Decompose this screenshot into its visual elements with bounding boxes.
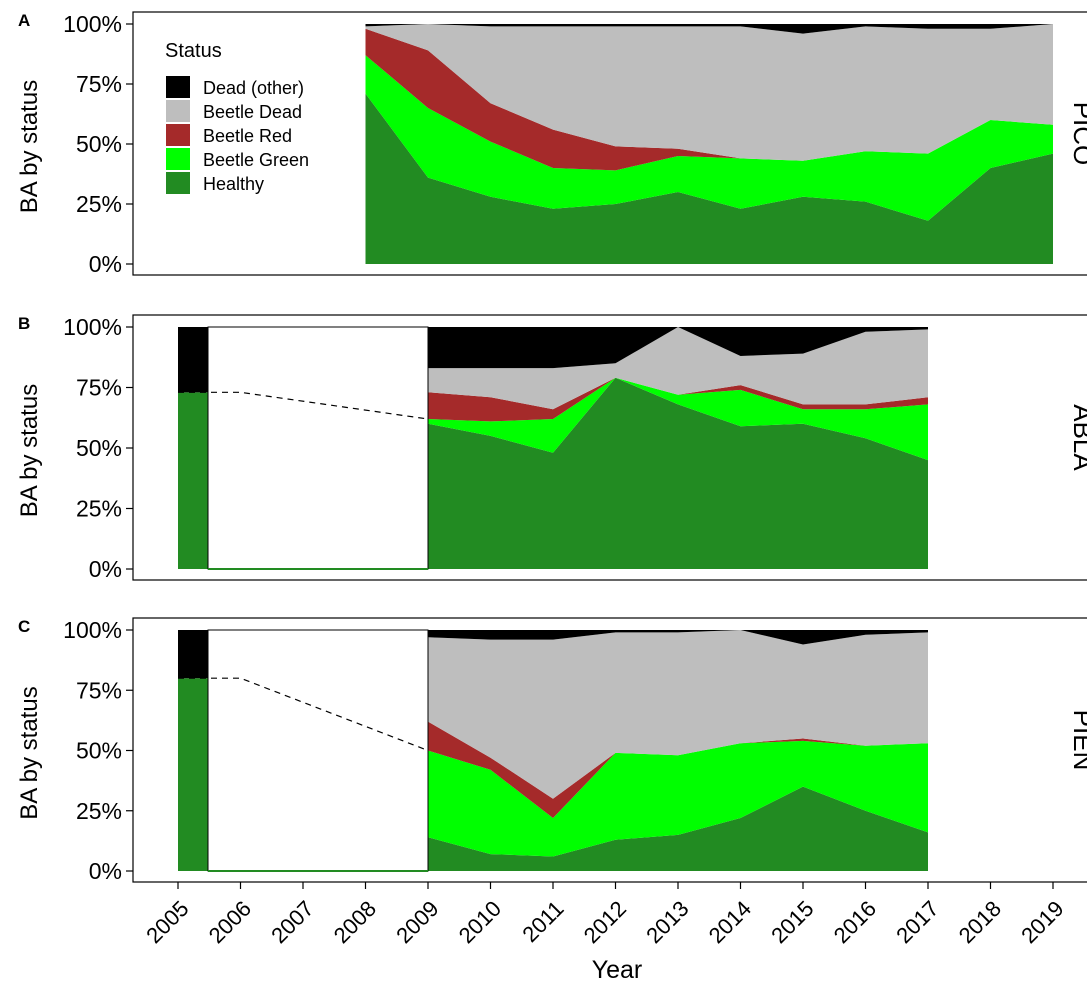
area-beetle-green [428, 740, 928, 857]
facet-label: PIEN [1068, 710, 1087, 771]
x-tick-label: 2019 [1016, 896, 1068, 948]
legend-entry: Dead (other) [203, 78, 304, 98]
area-beetle-red [365, 28, 1053, 171]
panel-pien: 0% 25% 50% 75% 100% C BA by status PIEN [16, 617, 1087, 884]
area-beetle-dead [365, 24, 1053, 161]
legend-entry: Healthy [203, 174, 264, 194]
y-tick-label: 25% [76, 191, 122, 217]
y-axis-label: BA by status [16, 80, 43, 213]
x-tick-label: 2010 [454, 896, 506, 948]
legend-entry: Beetle Green [203, 150, 309, 170]
y-tick-label: 50% [76, 738, 122, 764]
x-axis-label: Year [592, 956, 643, 984]
panels-layer: 0% 25% 50% 75% 100% A BA by status PICO 0% 25% 50%… [16, 11, 1087, 884]
x-tick-label: 2018 [954, 896, 1006, 948]
area-dead-other [428, 630, 928, 645]
legend-swatch [166, 100, 190, 122]
x-tick-label: 2007 [266, 896, 318, 948]
area-beetle-red [428, 377, 928, 422]
y-tick-label: 75% [76, 677, 122, 703]
x-axis: 2005 2006 2007 2008 2009 2010 2011 2012 2013 2014… [141, 882, 1069, 948]
area-healthy [428, 377, 928, 569]
x-tick-label: 2017 [891, 896, 943, 948]
y-tick-label: 0% [89, 556, 122, 582]
panel-letter: C [18, 617, 30, 636]
x-tick-label: 2013 [641, 896, 693, 948]
area-beetle-dead [428, 630, 928, 799]
x-tick-label: 2008 [329, 896, 381, 948]
legend-title: Status [165, 40, 222, 62]
x-tick-label: 2009 [391, 896, 443, 948]
y-tick-label: 75% [76, 375, 122, 401]
y-tick-label: 100% [63, 314, 122, 340]
interpolation-dashed-line [178, 391, 429, 420]
gap-box [207, 326, 429, 570]
legend-entry: Beetle Red [203, 126, 292, 146]
y-tick-label: 100% [63, 617, 122, 643]
baseline-healthy-bar [178, 392, 208, 569]
x-tick-label: 2014 [704, 896, 756, 948]
facet-label: PICO [1068, 102, 1087, 166]
y-tick-label: 50% [76, 131, 122, 157]
y-tick-label: 25% [76, 496, 122, 522]
x-tick-label: 2006 [204, 896, 256, 948]
area-beetle-dead [428, 327, 928, 410]
panel-letter: A [18, 11, 30, 30]
x-tick-label: 2016 [829, 896, 881, 948]
y-axis-label: BA by status [16, 384, 43, 517]
legend-entry: Beetle Dead [203, 102, 302, 122]
area-dead-other [428, 327, 928, 369]
gap-box [207, 629, 429, 872]
y-axis-label: BA by status [16, 686, 43, 819]
area-healthy [365, 93, 1053, 264]
x-tick-label: 2015 [766, 896, 818, 948]
area-dead-other [365, 24, 1053, 34]
area-healthy [428, 786, 928, 871]
y-tick-label: 100% [63, 11, 122, 37]
y-tick-label: 0% [89, 251, 122, 277]
x-tick-label: 2012 [579, 896, 631, 948]
area-beetle-green [428, 377, 928, 461]
x-tick-label: 2005 [141, 896, 193, 948]
x-tick-label: 2011 [517, 896, 568, 947]
y-tick-label: 25% [76, 798, 122, 824]
y-tick-label: 75% [76, 71, 122, 97]
panel-pico: 0% 25% 50% 75% 100% A BA by status PICO [16, 11, 1087, 277]
legend-swatch [166, 76, 190, 98]
panel-abla: 0% 25% 50% 75% 100% B BA by status ABLA [16, 314, 1087, 582]
facet-label: ABLA [1068, 404, 1087, 471]
legend-swatch [166, 172, 190, 194]
y-tick-label: 50% [76, 435, 122, 461]
baseline-dead-other-bar [178, 327, 208, 393]
y-tick-label: 0% [89, 858, 122, 884]
area-beetle-green [365, 55, 1053, 221]
legend: Status Dead (other) Beetle Dead Beetle Red B… [165, 40, 309, 194]
legend-swatch [166, 148, 190, 170]
panel-letter: B [18, 314, 30, 333]
baseline-dead-other-bar [178, 630, 208, 679]
baseline-healthy-bar [178, 678, 208, 871]
legend-swatch [166, 124, 190, 146]
